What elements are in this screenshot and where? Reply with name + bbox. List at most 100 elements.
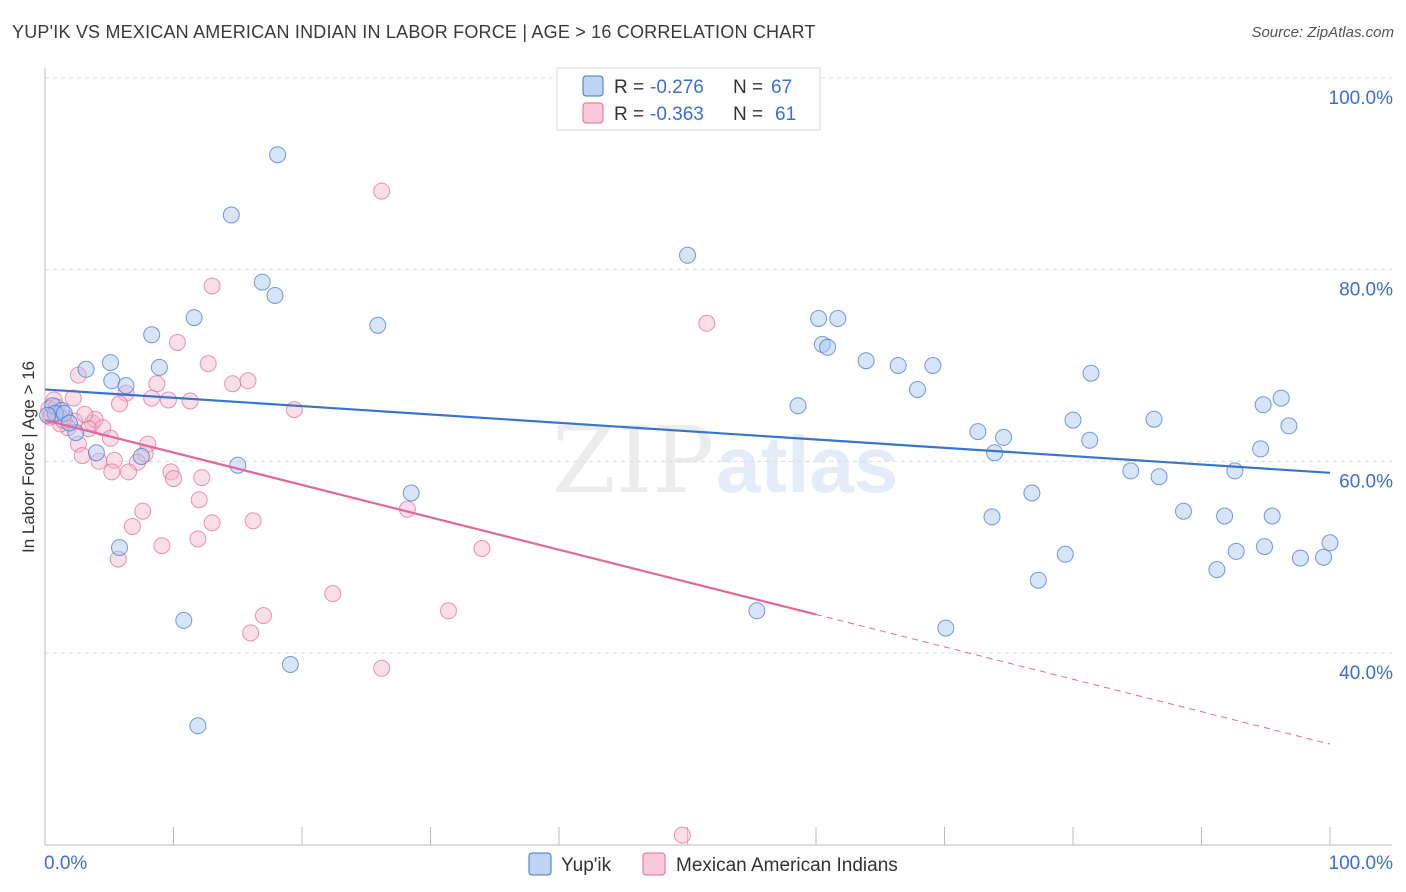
mexican-american-indians-point [673,826,691,844]
yupik-point [402,484,420,502]
yupik-point [1175,502,1192,520]
mexican-american-indians-point [103,463,121,481]
y-tick-label: 60.0% [1339,471,1393,492]
legend-n-label: N = [733,77,763,98]
yupik-point [111,539,128,557]
mexican-american-indians-point [111,395,128,413]
yupik-point [1145,410,1163,428]
yupik-point [222,206,240,224]
mexican-american-indians-point [698,314,716,332]
mexican-american-indians-point [193,469,211,487]
bottom-legend-swatch-yupik [528,852,552,876]
mexican-american-indians-point [373,182,391,200]
mexican-american-indians-point [134,502,152,520]
yupik-point [39,406,57,424]
yupik-point [369,316,387,334]
mexican-american-indians-trend-line-extension [815,613,1331,745]
source-label: Source: ZipAtlas.com [1251,24,1394,41]
mexican-american-indians-point [76,405,94,423]
x-tick-label: 100.0% [1329,853,1394,874]
yupik-point [1263,507,1281,525]
bottom-legend-label-yupik: Yup'ik [561,855,612,876]
mexican-american-indians-point [190,491,208,509]
yupik-point [909,381,926,398]
mexican-american-indians-point [165,470,182,488]
mexican-american-indians-point [373,659,391,677]
mexican-american-indians-point [64,389,82,407]
mexican-american-indians-point [189,530,207,548]
axes [44,68,1392,846]
series-legend: Yup'ik Mexican American Indians [528,852,898,876]
bottom-legend-label-mexican-american-indians: Mexican American Indians [676,855,898,876]
yupik-point [1056,545,1074,563]
yupik-point [103,372,121,390]
trend-lines [44,388,1331,745]
yupik-point [1227,542,1245,560]
yupik-point [117,377,135,395]
yupik-point [1280,417,1298,435]
yupik-point [87,444,105,462]
mexican-american-indians-point [162,463,180,481]
yupik-point [819,338,837,356]
yupik-point [1208,561,1226,579]
yupik-point [1064,411,1082,429]
yupik-point [253,273,271,291]
y-tick-label: 40.0% [1339,663,1393,684]
yupik-point [269,146,287,164]
correlation-legend: R = -0.276 N = 67 R = -0.363 N = 61 [556,67,821,131]
yupik-point [1254,396,1272,414]
yupik-point [150,358,168,376]
mexican-american-indians-point [239,372,257,390]
bottom-legend-swatch-mexican-american-indians [642,852,666,876]
legend-r-value: -0.363 [650,104,704,125]
yupik-point [810,310,828,327]
legend-r-label: R = [614,104,644,125]
yupik-point [748,602,766,620]
yupik-point [986,444,1004,462]
gridlines [45,77,1392,654]
yupik-point [143,326,161,344]
y-tick-label: 100.0% [1329,88,1394,109]
yupik-point [969,423,987,441]
mexican-american-indians-point [224,375,242,393]
y-tick-labels: 40.0% 60.0% 80.0% 100.0% [1329,88,1394,684]
legend-n-value: 67 [771,77,792,98]
yupik-point [1256,538,1273,556]
mexican-american-indians-point [440,602,457,620]
mexican-american-indians-point [324,585,342,603]
yupik-point [1082,364,1100,382]
legend-r-label: R = [614,77,644,98]
yupik-point [937,619,955,637]
legend-swatch-mexican-american-indians [582,102,604,124]
yupik-point [1216,507,1234,525]
yupik-point [175,611,193,629]
mexican-american-indians-point [159,391,177,409]
x-tick-label: 0.0% [44,853,87,874]
yupik-point [1315,548,1333,566]
legend-swatch-yupik [582,75,604,97]
mexican-american-indians-point [123,518,141,535]
zipatlas-watermark: ZIP atlas [552,407,898,514]
mexican-american-indians-point [143,389,161,407]
mexican-american-indians-point [203,514,221,532]
yupik-point [1272,389,1290,407]
yupik-point [55,404,73,422]
mexican-american-indians-point [203,277,221,295]
yupik-point [1291,549,1309,567]
x-tick-labels: 0.0% 100.0% [44,853,1393,874]
yupik-point [1321,534,1339,552]
mexican-american-indians-point [244,512,262,530]
yupik-point [813,335,831,353]
mexican-american-indians-point [148,375,166,393]
legend-n-label: N = [733,104,763,125]
yupik-trend-line [44,388,1331,474]
mexican-american-indians-point [255,607,272,625]
mexican-american-indians-point [199,355,217,373]
mexican-american-indians-point [73,447,91,465]
yupik-point [857,352,875,370]
y-axis-label: In Labor Force | Age > 16 [19,361,38,553]
svg-text:atlas: atlas [716,420,898,509]
yupik-point [829,310,847,327]
mexican-american-indians-point [153,537,171,555]
